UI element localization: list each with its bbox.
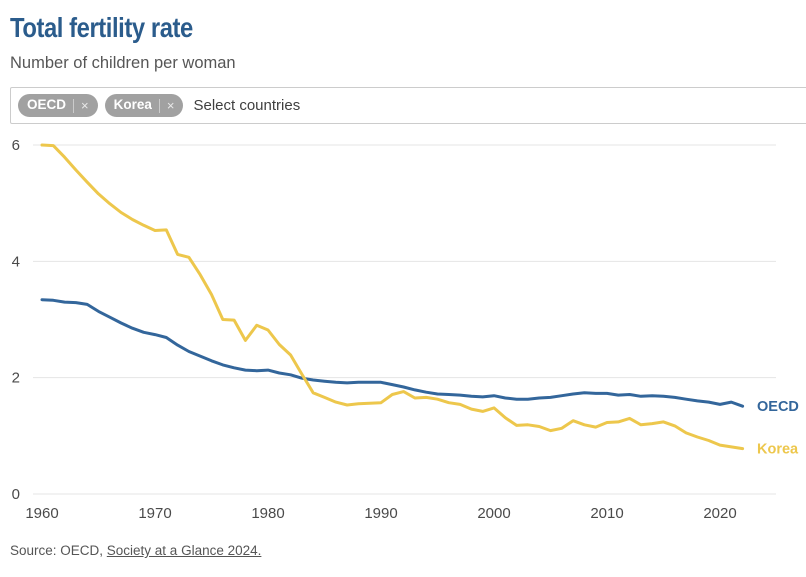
y-tick-label-0: 0	[12, 486, 20, 503]
page-title: Total fertility rate	[10, 12, 193, 43]
y-tick-label-6: 6	[12, 137, 20, 154]
line-chart: 0 2 4 6 1960 1970 1980 1990 2000 2010 2020 OECD Kore…	[0, 130, 806, 530]
pill-divider	[73, 98, 75, 113]
pill-divider	[158, 98, 160, 113]
remove-country-oecd-button[interactable]: ×	[81, 98, 89, 113]
series-label-korea: Korea	[757, 442, 799, 458]
x-tick-label-1970: 1970	[138, 505, 171, 522]
source-note: Source: OECD, Society at a Glance 2024.	[10, 543, 261, 558]
country-select-input[interactable]: OECD × Korea × Select countries	[10, 87, 806, 124]
remove-country-korea-button[interactable]: ×	[166, 98, 175, 113]
oecd-line-series	[40, 298, 745, 408]
x-tick-label-1960: 1960	[25, 505, 58, 522]
y-tick-label-4: 4	[12, 253, 20, 270]
pill-label-korea: Korea	[113, 97, 152, 113]
x-tick-label-2000: 2000	[477, 505, 510, 522]
x-tick-label-1980: 1980	[251, 505, 284, 522]
y-tick-label-2: 2	[12, 370, 20, 387]
select-countries-placeholder[interactable]: Select countries	[193, 97, 301, 114]
selected-country-pill-korea: Korea ×	[104, 94, 184, 117]
chart-canvas: 0 2 4 6 1960 1970 1980 1990 2000 2010 2020 OECD Kore…	[12, 137, 799, 522]
x-tick-label-1990: 1990	[364, 505, 397, 522]
korea-line-series	[40, 143, 745, 451]
x-tick-label-2020: 2020	[703, 505, 736, 522]
chart-subtitle: Number of children per woman	[10, 54, 236, 72]
source-prefix: Source: OECD,	[10, 543, 107, 558]
pill-label-oecd: OECD	[27, 97, 67, 113]
series-label-oecd: OECD	[757, 399, 799, 415]
source-link[interactable]: Society at a Glance 2024.	[106, 543, 262, 558]
selected-country-pill-oecd: OECD ×	[18, 94, 98, 117]
x-tick-label-2010: 2010	[590, 505, 623, 522]
